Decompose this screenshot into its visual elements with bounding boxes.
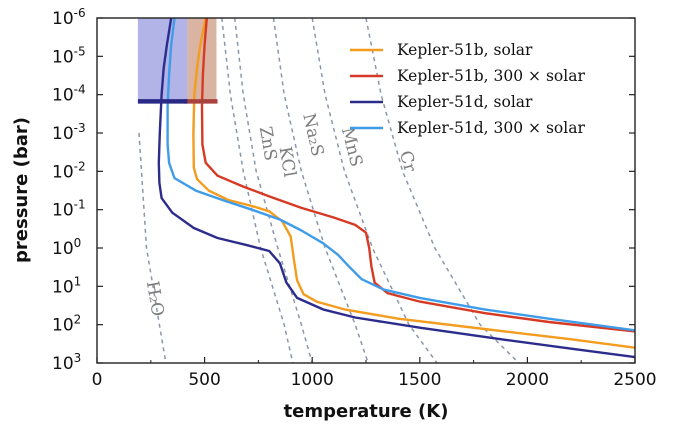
series-line-kepler-51d-solar (157, 18, 635, 359)
x-tick-label-2000: 2000 (506, 370, 549, 390)
y-tick-label--4: 10-4 (52, 83, 86, 106)
legend-label-kepler-51d-300-solar: Kepler-51d, 300 × solar (397, 119, 585, 137)
y-tick-label-0: 100 (52, 236, 81, 259)
x-tick-label-1500: 1500 (398, 370, 441, 390)
axis-ticks: 0 500 1000 1500 2000 2500 10-6 10-5 10-4 10-3 10-2… (52, 6, 657, 390)
y-tick-label-3: 103 (52, 351, 81, 374)
x-axis-title: temperature (K) (284, 401, 449, 422)
x-tick-label-0: 0 (92, 370, 103, 390)
y-tick-label--5: 10-5 (52, 44, 86, 67)
condensation-curve-zns (221, 18, 294, 363)
y-tick-label--2: 10-2 (52, 159, 86, 182)
condensation-label-mns: MnS (337, 125, 366, 169)
legend-label-kepler-51d-solar: Kepler-51d, solar (397, 93, 533, 111)
legend-label-kepler-51b-300-solar: Kepler-51b, 300 × solar (397, 67, 585, 85)
y-axis-title: pressure (bar) (11, 117, 32, 263)
condensation-curve-h-o (138, 132, 167, 363)
series-line-kepler-51d-300-solar (166, 18, 635, 332)
x-tick-label-500: 500 (188, 370, 220, 390)
condensation-label-na-s: Na₂S (298, 111, 327, 158)
y-tick-label--1: 10-1 (52, 198, 86, 221)
y-tick-label-2: 102 (52, 313, 81, 336)
x-tick-label-2500: 2500 (613, 370, 656, 390)
condensation-label-h-o: H₂O (142, 279, 168, 317)
series-line-kepler-51b-300-solar (200, 18, 635, 333)
condensation-curve-na-s (272, 18, 369, 363)
condensation-curve-mns (311, 18, 438, 363)
y-tick-label-1: 101 (52, 274, 81, 297)
legend-label-kepler-51b-solar: Kepler-51b, solar (397, 41, 533, 59)
condensation-label-kcl: KCl (275, 145, 300, 179)
series-lines (157, 18, 635, 359)
y-tick-label--3: 10-3 (52, 121, 86, 144)
condensation-curve-cr (365, 18, 520, 363)
legend: Kepler-51b, solar Kepler-51b, 300 × solar… (350, 41, 585, 137)
y-tick-label--6: 10-6 (52, 6, 86, 29)
series-line-kepler-51b-solar (192, 18, 635, 349)
condensation-label-cr: Cr (395, 149, 420, 176)
x-tick-label-1000: 1000 (291, 370, 334, 390)
condensation-curve-kcl (233, 18, 313, 363)
